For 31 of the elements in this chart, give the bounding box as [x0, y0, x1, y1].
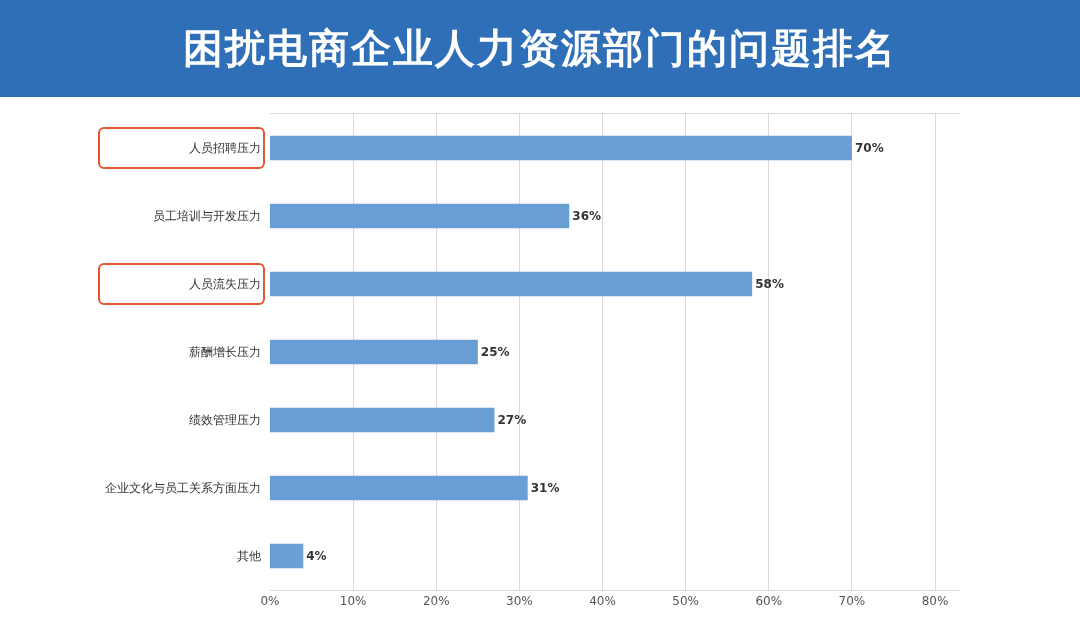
x-tick-label: 60%: [755, 594, 783, 609]
x-tick-label: 50%: [672, 594, 699, 609]
bar: [270, 271, 753, 297]
bar: [270, 203, 570, 229]
bar: [270, 407, 495, 433]
data-label: 58%: [755, 277, 784, 291]
data-label: 31%: [530, 481, 560, 495]
x-tick-label: 0%: [260, 594, 280, 609]
y-tick-label: 企业文化与员工关系方面压力: [105, 481, 261, 496]
x-tick-label: 20%: [422, 594, 450, 609]
bar: [270, 475, 528, 501]
data-label: 4%: [306, 549, 327, 563]
data-label: 36%: [572, 209, 602, 223]
x-tick-label: 30%: [506, 594, 533, 609]
data-label: 25%: [480, 345, 510, 359]
data-label: 27%: [497, 413, 527, 427]
x-tick-label: 80%: [921, 594, 949, 609]
bar: [270, 135, 852, 161]
bar: [270, 543, 304, 569]
data-label: 70%: [854, 141, 884, 155]
x-tick-label: 10%: [339, 594, 367, 609]
bar: [270, 339, 478, 365]
y-tick-label: 其他: [237, 549, 261, 564]
x-tick-label: 40%: [589, 594, 616, 609]
y-tick-label: 人员招聘压力: [189, 141, 261, 156]
y-tick-label: 绩效管理压力: [189, 413, 261, 428]
chart-title: 困扰电商企业人力资源部门的问题排名: [183, 24, 897, 73]
y-tick-label: 人员流失压力: [189, 277, 261, 292]
y-tick-label: 员工培训与开发压力: [153, 209, 261, 224]
y-tick-label: 薪酬增长压力: [189, 345, 261, 360]
x-tick-label: 70%: [838, 594, 866, 609]
